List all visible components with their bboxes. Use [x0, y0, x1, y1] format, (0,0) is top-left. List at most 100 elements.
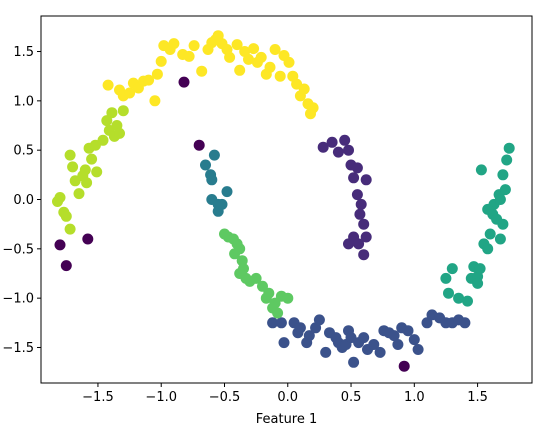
data-point-cluster-3 [374, 346, 386, 358]
data-point-cluster-0 [54, 239, 66, 251]
data-point-cluster-1 [224, 51, 236, 63]
data-point-cluster-4 [326, 136, 338, 148]
x-tick-label: −1.5 [82, 390, 114, 405]
data-point-cluster-2 [81, 177, 93, 189]
data-point-cluster-3 [278, 337, 290, 349]
x-tick-label: 1.5 [467, 390, 488, 405]
data-point-cluster-1 [102, 79, 114, 91]
data-point-cluster-6 [501, 154, 513, 166]
data-point-cluster-2 [101, 115, 113, 127]
plot-area-frame [40, 15, 533, 384]
x-tick-label: 0.5 [341, 390, 362, 405]
data-point-cluster-7 [272, 307, 284, 319]
x-axis-label: Feature 1 [256, 412, 318, 427]
data-point-cluster-2 [73, 188, 85, 200]
data-point-cluster-6 [503, 142, 515, 154]
data-point-cluster-3 [348, 356, 360, 368]
data-point-cluster-7 [282, 292, 294, 304]
data-point-cluster-6 [494, 233, 506, 245]
data-point-cluster-6 [499, 184, 511, 196]
y-tick-label: −1.0 [2, 292, 34, 307]
data-point-cluster-1 [248, 43, 260, 55]
points-layer [52, 30, 515, 372]
data-point-cluster-2 [54, 192, 66, 203]
data-point-cluster-4 [358, 249, 370, 261]
data-point-cluster-2 [60, 210, 72, 222]
data-point-cluster-1 [298, 83, 310, 95]
data-point-cluster-6 [462, 295, 473, 307]
data-point-cluster-5 [221, 186, 233, 198]
data-point-cluster-3 [294, 322, 306, 334]
data-point-cluster-2 [86, 153, 98, 165]
data-point-cluster-5 [206, 174, 218, 186]
data-point-cluster-6 [474, 263, 486, 275]
data-point-cluster-2 [64, 149, 76, 161]
data-point-cluster-5 [216, 198, 228, 210]
data-point-cluster-2 [67, 161, 79, 173]
data-point-cluster-7 [250, 272, 262, 284]
data-point-cluster-1 [231, 39, 243, 51]
data-point-cluster-6 [443, 287, 454, 299]
data-point-cluster-0 [398, 360, 410, 372]
y-tick-label: −0.5 [2, 242, 34, 257]
data-point-cluster-2 [79, 164, 91, 176]
data-point-cluster-6 [484, 228, 496, 240]
data-point-cluster-1 [143, 74, 155, 86]
data-point-cluster-3 [303, 330, 315, 342]
x-tick-label: −1.0 [145, 390, 177, 405]
data-point-cluster-3 [313, 314, 325, 326]
data-point-cluster-1 [149, 95, 161, 107]
data-point-cluster-1 [188, 40, 200, 52]
data-point-cluster-3 [267, 317, 279, 329]
data-point-cluster-6 [497, 169, 509, 181]
data-point-cluster-3 [358, 332, 370, 344]
data-point-cluster-1 [307, 102, 319, 114]
y-tick-label: −1.5 [2, 341, 34, 356]
data-point-cluster-6 [497, 218, 509, 230]
y-tick-label: 0.0 [13, 193, 34, 208]
y-tick-label: 1.5 [13, 45, 34, 60]
data-point-cluster-2 [114, 127, 125, 139]
data-point-cluster-3 [421, 317, 433, 329]
data-point-cluster-7 [260, 292, 272, 304]
data-point-cluster-0 [82, 233, 94, 245]
data-point-cluster-3 [388, 330, 400, 342]
data-point-cluster-1 [124, 87, 136, 99]
data-point-cluster-1 [183, 50, 195, 62]
data-point-cluster-4 [351, 189, 363, 201]
y-tick-label: 0.5 [13, 144, 34, 159]
x-axis: −1.5 −1.0 −0.5 0.0 0.5 1.0 1.5 [82, 383, 488, 405]
data-point-cluster-0 [193, 139, 205, 151]
data-point-cluster-4 [351, 162, 363, 174]
data-point-cluster-6 [494, 194, 506, 205]
data-point-cluster-0 [60, 260, 72, 272]
data-point-cluster-3 [392, 339, 404, 350]
data-point-cluster-3 [412, 344, 424, 355]
data-point-cluster-4 [354, 208, 366, 220]
y-tick-label: 1.0 [13, 94, 34, 109]
data-point-cluster-6 [482, 203, 494, 215]
data-point-cluster-2 [91, 166, 103, 178]
data-point-cluster-4 [339, 134, 351, 146]
data-point-cluster-2 [64, 223, 76, 235]
data-point-cluster-4 [317, 141, 329, 153]
data-point-cluster-4 [353, 238, 365, 250]
x-tick-label: 0.0 [277, 390, 298, 405]
data-point-cluster-3 [320, 346, 332, 358]
data-point-cluster-3 [275, 317, 287, 329]
data-point-cluster-1 [234, 64, 246, 76]
data-point-cluster-2 [106, 107, 118, 119]
data-point-cluster-4 [343, 144, 354, 156]
data-point-cluster-2 [117, 105, 129, 117]
data-point-cluster-0 [178, 76, 190, 88]
data-point-cluster-1 [243, 53, 254, 65]
data-point-cluster-1 [196, 65, 208, 77]
data-point-cluster-1 [168, 38, 180, 50]
data-point-cluster-4 [358, 218, 370, 230]
data-point-cluster-1 [269, 44, 281, 55]
data-point-cluster-4 [360, 174, 372, 186]
data-point-cluster-1 [283, 56, 295, 68]
data-point-cluster-4 [343, 238, 354, 250]
y-axis: −1.5 −1.0 −0.5 0.0 0.5 1.0 1.5 [2, 45, 41, 356]
